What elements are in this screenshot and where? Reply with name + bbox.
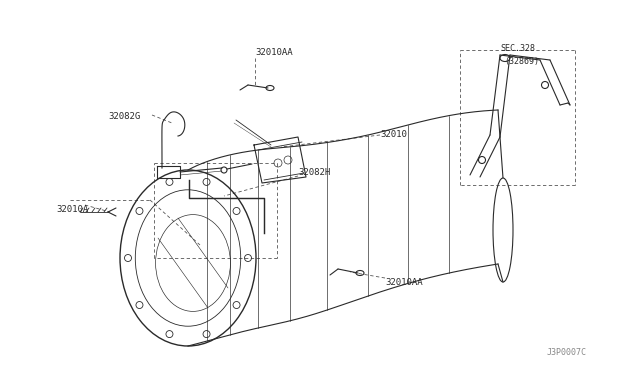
Text: 32082H: 32082H	[298, 168, 330, 177]
Text: 32010AA: 32010AA	[385, 278, 422, 287]
Text: (32869): (32869)	[504, 57, 539, 66]
Text: SEC.328: SEC.328	[500, 44, 535, 53]
Text: J3P0007C: J3P0007C	[547, 348, 587, 357]
Text: 32010A: 32010A	[56, 205, 88, 214]
Text: 32010: 32010	[380, 130, 407, 139]
Text: 32082G: 32082G	[108, 112, 140, 121]
Text: 32010AA: 32010AA	[255, 48, 292, 57]
